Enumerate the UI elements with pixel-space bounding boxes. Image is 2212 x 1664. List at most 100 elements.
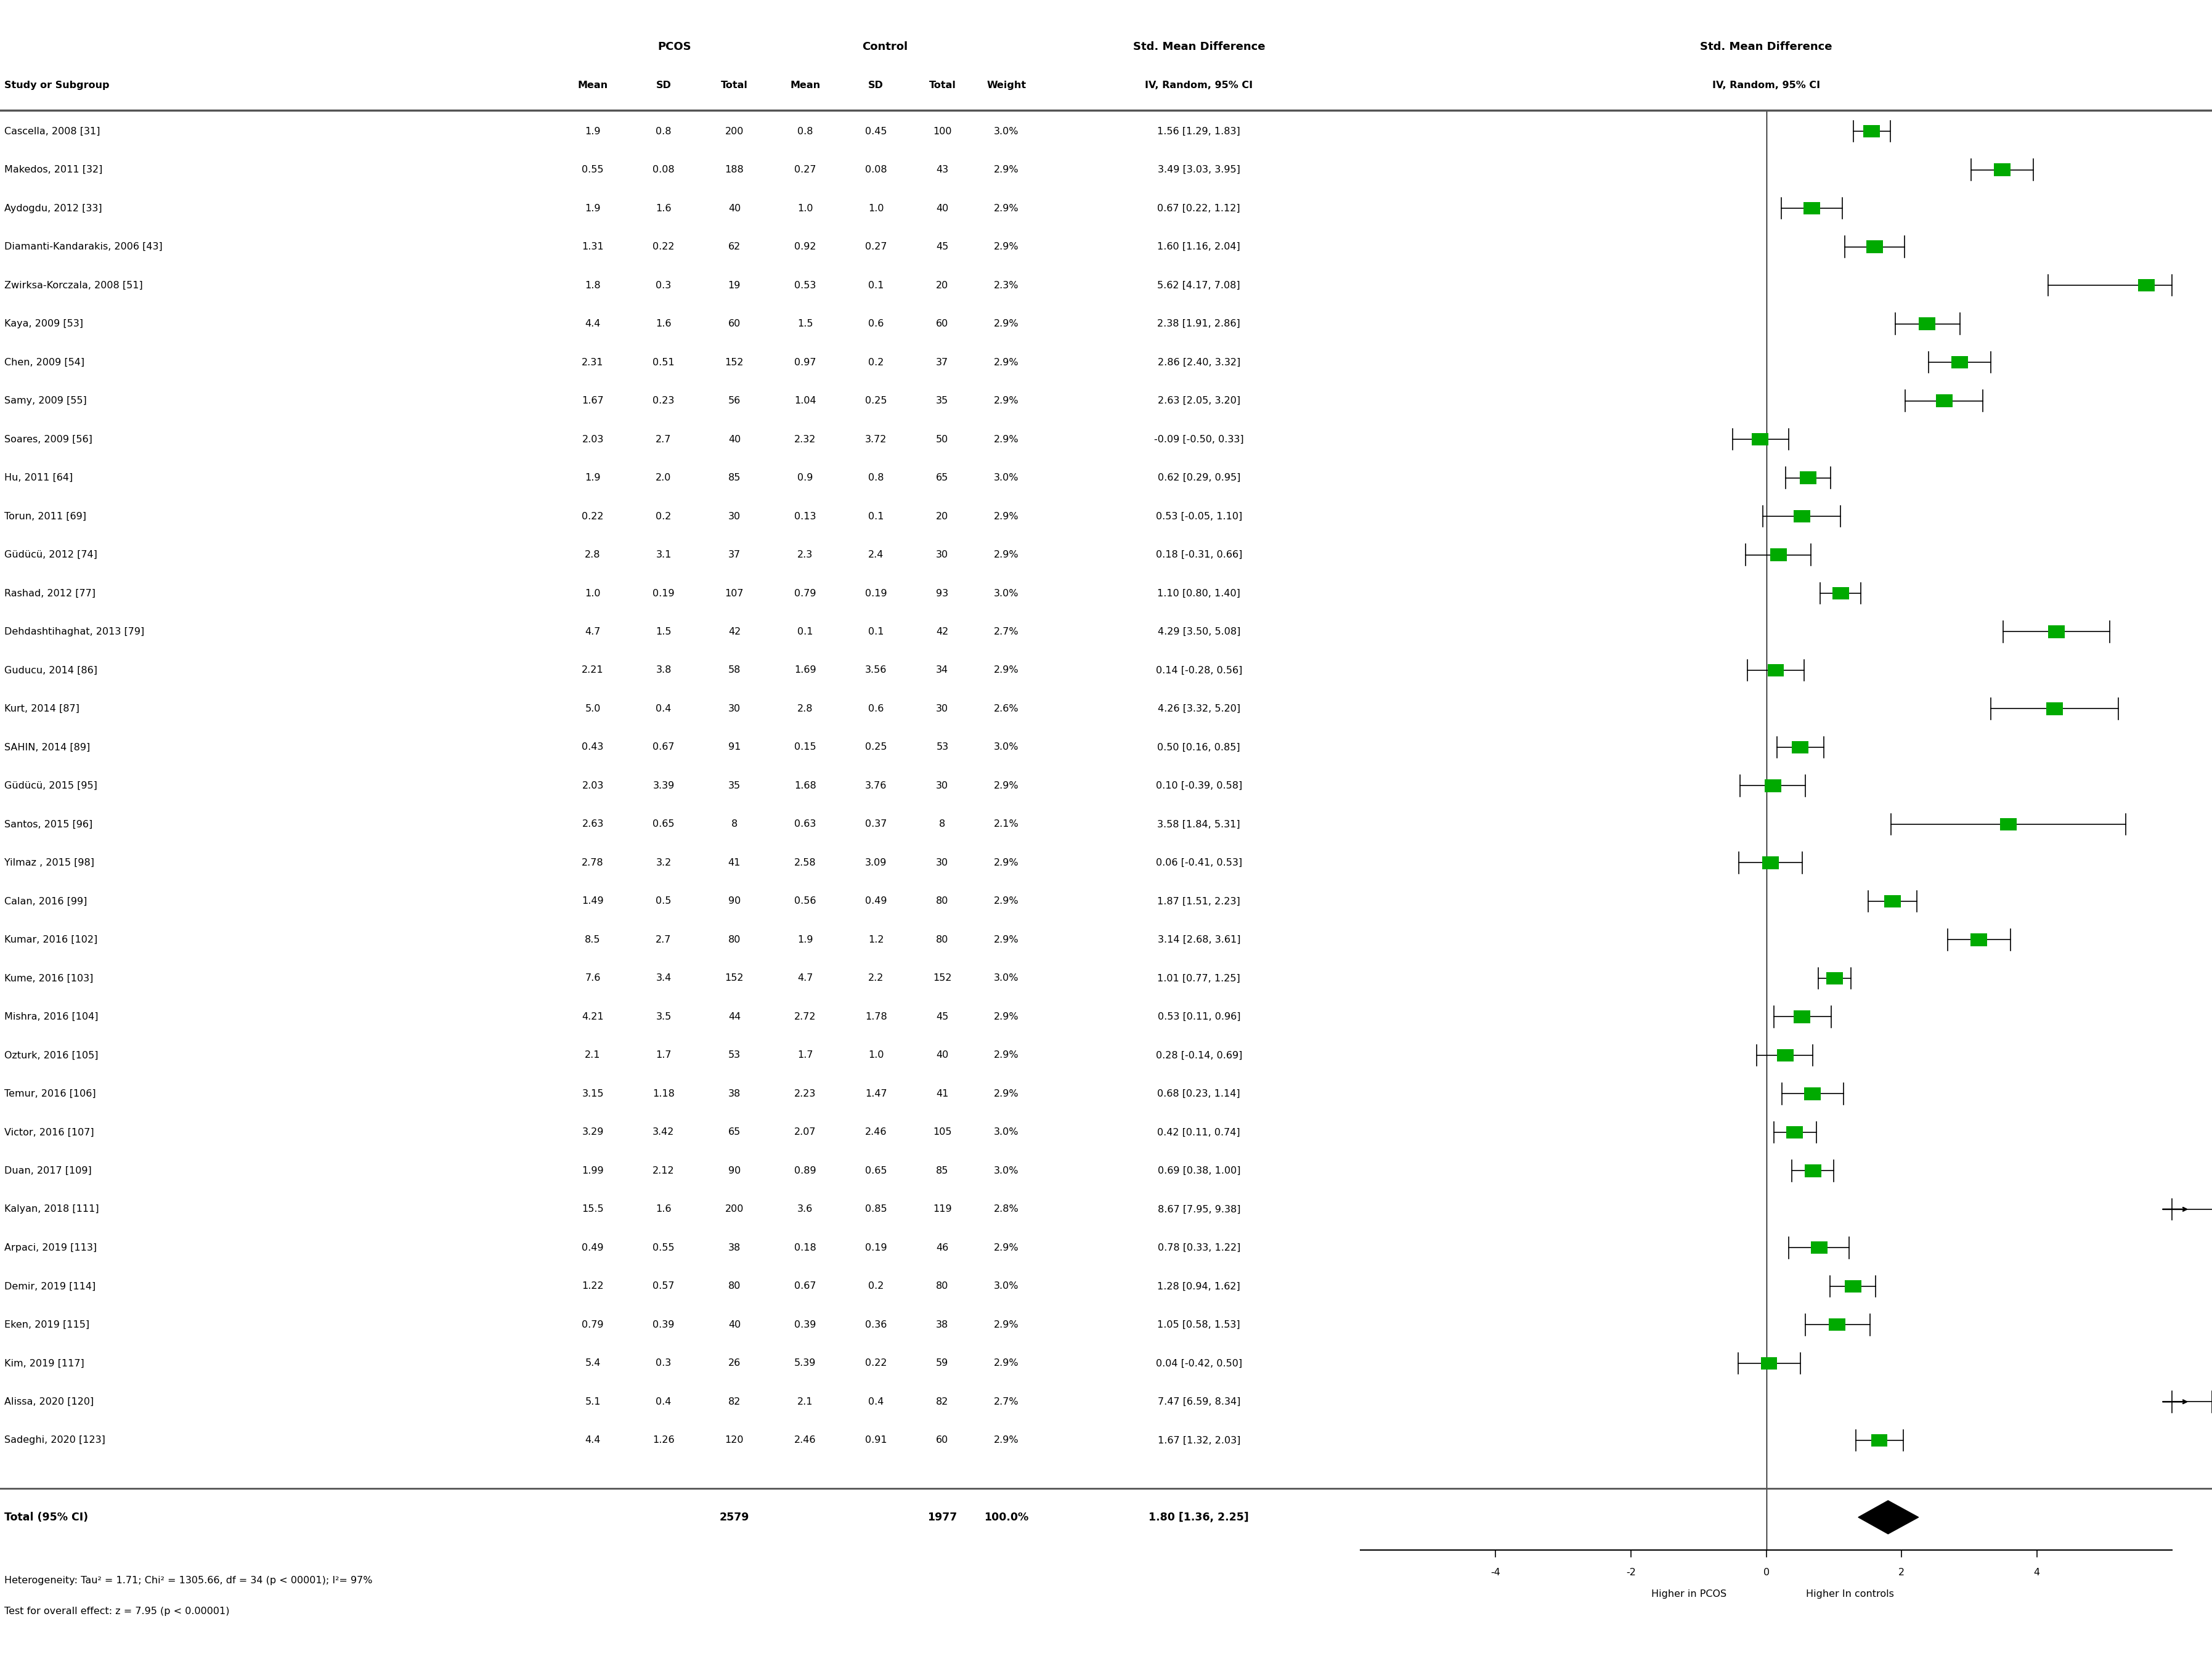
Text: 3.76: 3.76	[865, 780, 887, 790]
Text: 2.78: 2.78	[582, 859, 604, 867]
Text: 1.78: 1.78	[865, 1012, 887, 1022]
Text: PCOS: PCOS	[657, 42, 692, 52]
Text: Kurt, 2014 [87]: Kurt, 2014 [87]	[4, 704, 80, 714]
Text: 65: 65	[728, 1128, 741, 1137]
Text: 26: 26	[728, 1358, 741, 1368]
Text: 40: 40	[936, 1050, 949, 1060]
Text: 30: 30	[728, 704, 741, 714]
Text: Std. Mean Difference: Std. Mean Difference	[1133, 42, 1265, 52]
Text: 0.49: 0.49	[865, 897, 887, 905]
Text: 107: 107	[726, 589, 743, 597]
Text: 0.50 [0.16, 0.85]: 0.50 [0.16, 0.85]	[1157, 742, 1241, 752]
Text: 0.06 [-0.41, 0.53]: 0.06 [-0.41, 0.53]	[1155, 859, 1243, 867]
Text: 40: 40	[728, 203, 741, 213]
Text: 0.53: 0.53	[794, 281, 816, 290]
Bar	[1993, 163, 2011, 176]
Bar	[1845, 1280, 1860, 1293]
Text: 1.0: 1.0	[796, 203, 814, 213]
Text: 2.9%: 2.9%	[993, 396, 1020, 406]
Text: 2.1: 2.1	[584, 1050, 602, 1060]
Text: 0.9: 0.9	[796, 473, 814, 483]
Text: 0.27: 0.27	[794, 165, 816, 175]
Text: 1.60 [1.16, 2.04]: 1.60 [1.16, 2.04]	[1157, 243, 1241, 251]
Text: 53: 53	[936, 742, 949, 752]
Text: 8: 8	[940, 820, 945, 829]
Text: Ozturk, 2016 [105]: Ozturk, 2016 [105]	[4, 1050, 97, 1060]
Text: Diamanti-Kandarakis, 2006 [43]: Diamanti-Kandarakis, 2006 [43]	[4, 243, 164, 251]
Text: 152: 152	[726, 358, 743, 366]
Text: 1.9: 1.9	[796, 935, 814, 945]
Text: 1.67 [1.32, 2.03]: 1.67 [1.32, 2.03]	[1157, 1436, 1241, 1444]
Text: 2.3%: 2.3%	[993, 281, 1020, 290]
Text: Zwirksa-Korczala, 2008 [51]: Zwirksa-Korczala, 2008 [51]	[4, 281, 144, 290]
Text: 80: 80	[936, 897, 949, 905]
Text: Total (95% CI): Total (95% CI)	[4, 1511, 88, 1523]
Text: Higher In controls: Higher In controls	[1807, 1589, 1893, 1599]
Text: 42: 42	[936, 627, 949, 636]
Text: Mean: Mean	[790, 80, 821, 90]
Text: Test for overall effect: z = 7.95 (p < 0.00001): Test for overall effect: z = 7.95 (p < 0…	[4, 1607, 230, 1616]
Text: 1.22: 1.22	[582, 1281, 604, 1291]
Text: 0.10 [-0.39, 0.58]: 0.10 [-0.39, 0.58]	[1155, 780, 1243, 790]
Text: Aydogdu, 2012 [33]: Aydogdu, 2012 [33]	[4, 203, 102, 213]
Text: 58: 58	[728, 666, 741, 676]
Text: 59: 59	[936, 1358, 949, 1368]
Text: 2.9%: 2.9%	[993, 203, 1020, 213]
Text: 2.8: 2.8	[796, 704, 814, 714]
Text: 1.80 [1.36, 2.25]: 1.80 [1.36, 2.25]	[1148, 1511, 1250, 1523]
Text: 30: 30	[936, 859, 949, 867]
Text: 3.0%: 3.0%	[993, 126, 1020, 136]
Text: 0.56: 0.56	[794, 897, 816, 905]
Text: 1.2: 1.2	[867, 935, 885, 945]
Bar	[1920, 318, 1936, 329]
Text: 4.7: 4.7	[796, 973, 814, 983]
Text: 0.63: 0.63	[794, 820, 816, 829]
Text: 80: 80	[728, 1281, 741, 1291]
Text: Chen, 2009 [54]: Chen, 2009 [54]	[4, 358, 84, 366]
Text: 53: 53	[728, 1050, 741, 1060]
Text: 1.68: 1.68	[794, 780, 816, 790]
Text: 0.78 [0.33, 1.22]: 0.78 [0.33, 1.22]	[1157, 1243, 1241, 1253]
Text: 0.49: 0.49	[582, 1243, 604, 1253]
Text: 0.25: 0.25	[865, 742, 887, 752]
Bar	[1867, 241, 1882, 253]
Text: 41: 41	[936, 1090, 949, 1098]
Text: Calan, 2016 [99]: Calan, 2016 [99]	[4, 897, 86, 905]
Text: 1.6: 1.6	[655, 319, 672, 328]
Text: 8: 8	[732, 820, 737, 829]
Text: 90: 90	[728, 897, 741, 905]
Text: 0.4: 0.4	[655, 1398, 672, 1406]
Text: 2.9%: 2.9%	[993, 1320, 1020, 1330]
Text: Kumar, 2016 [102]: Kumar, 2016 [102]	[4, 935, 97, 945]
Text: 2.31: 2.31	[582, 358, 604, 366]
Text: 3.0%: 3.0%	[993, 1281, 1020, 1291]
Text: 40: 40	[936, 203, 949, 213]
Text: Total: Total	[721, 80, 748, 90]
Text: 2.7%: 2.7%	[993, 627, 1020, 636]
Text: 1.0: 1.0	[867, 1050, 885, 1060]
Text: 1.49: 1.49	[582, 897, 604, 905]
Text: 2.46: 2.46	[794, 1436, 816, 1444]
Text: 8.67 [7.95, 9.38]: 8.67 [7.95, 9.38]	[1157, 1205, 1241, 1213]
Text: 5.0: 5.0	[584, 704, 602, 714]
Text: 0.36: 0.36	[865, 1320, 887, 1330]
Text: 0.6: 0.6	[867, 319, 885, 328]
Text: 2.0: 2.0	[655, 473, 672, 483]
Text: 3.6: 3.6	[796, 1205, 814, 1213]
Text: 85: 85	[936, 1166, 949, 1175]
Text: 1.6: 1.6	[655, 203, 672, 213]
Text: 2.1: 2.1	[796, 1398, 814, 1406]
Text: 2.03: 2.03	[582, 434, 604, 444]
Text: 0.4: 0.4	[867, 1398, 885, 1406]
Bar	[1971, 934, 1986, 947]
Text: Soares, 2009 [56]: Soares, 2009 [56]	[4, 434, 93, 444]
Text: 0.69 [0.38, 1.00]: 0.69 [0.38, 1.00]	[1157, 1166, 1241, 1175]
Text: 40: 40	[728, 434, 741, 444]
Text: 4.7: 4.7	[584, 627, 602, 636]
Text: 0.79: 0.79	[582, 1320, 604, 1330]
Text: 1.0: 1.0	[584, 589, 602, 597]
Text: 80: 80	[936, 1281, 949, 1291]
Bar	[1827, 972, 1843, 985]
Text: 1.18: 1.18	[653, 1090, 675, 1098]
Text: 43: 43	[936, 165, 949, 175]
